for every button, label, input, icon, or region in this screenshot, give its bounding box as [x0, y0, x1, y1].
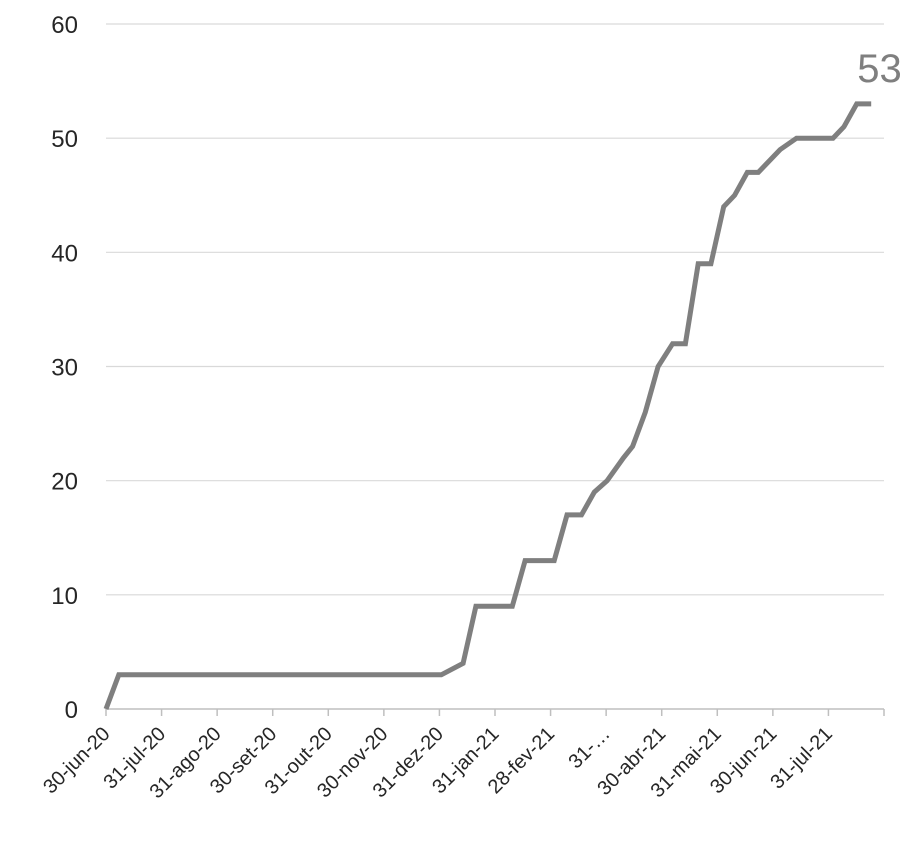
- x-axis: [105, 708, 885, 716]
- gridlines: [106, 23, 884, 596]
- y-tick-label: 30: [51, 355, 78, 382]
- y-tick-label: 20: [51, 469, 78, 496]
- series-line: [103, 101, 872, 710]
- y-axis-tick-labels: 0 10 20 30 40 50 60: [51, 12, 78, 724]
- y-tick-label: 40: [51, 240, 78, 267]
- x-tick-label: 31-…: [565, 723, 615, 773]
- y-tick-label: 0: [65, 697, 78, 724]
- y-tick-label: 50: [51, 126, 78, 153]
- y-tick-label: 10: [51, 583, 78, 610]
- x-tick-label: 30-jun-20: [39, 723, 114, 798]
- x-tick-label: 31-jul-21: [766, 723, 837, 794]
- x-axis-tick-labels: 30-jun-2031-jul-2031-ago-2030-set-2031-o…: [39, 723, 837, 803]
- end-value-label: 53: [857, 47, 902, 91]
- y-tick-label: 60: [51, 12, 78, 39]
